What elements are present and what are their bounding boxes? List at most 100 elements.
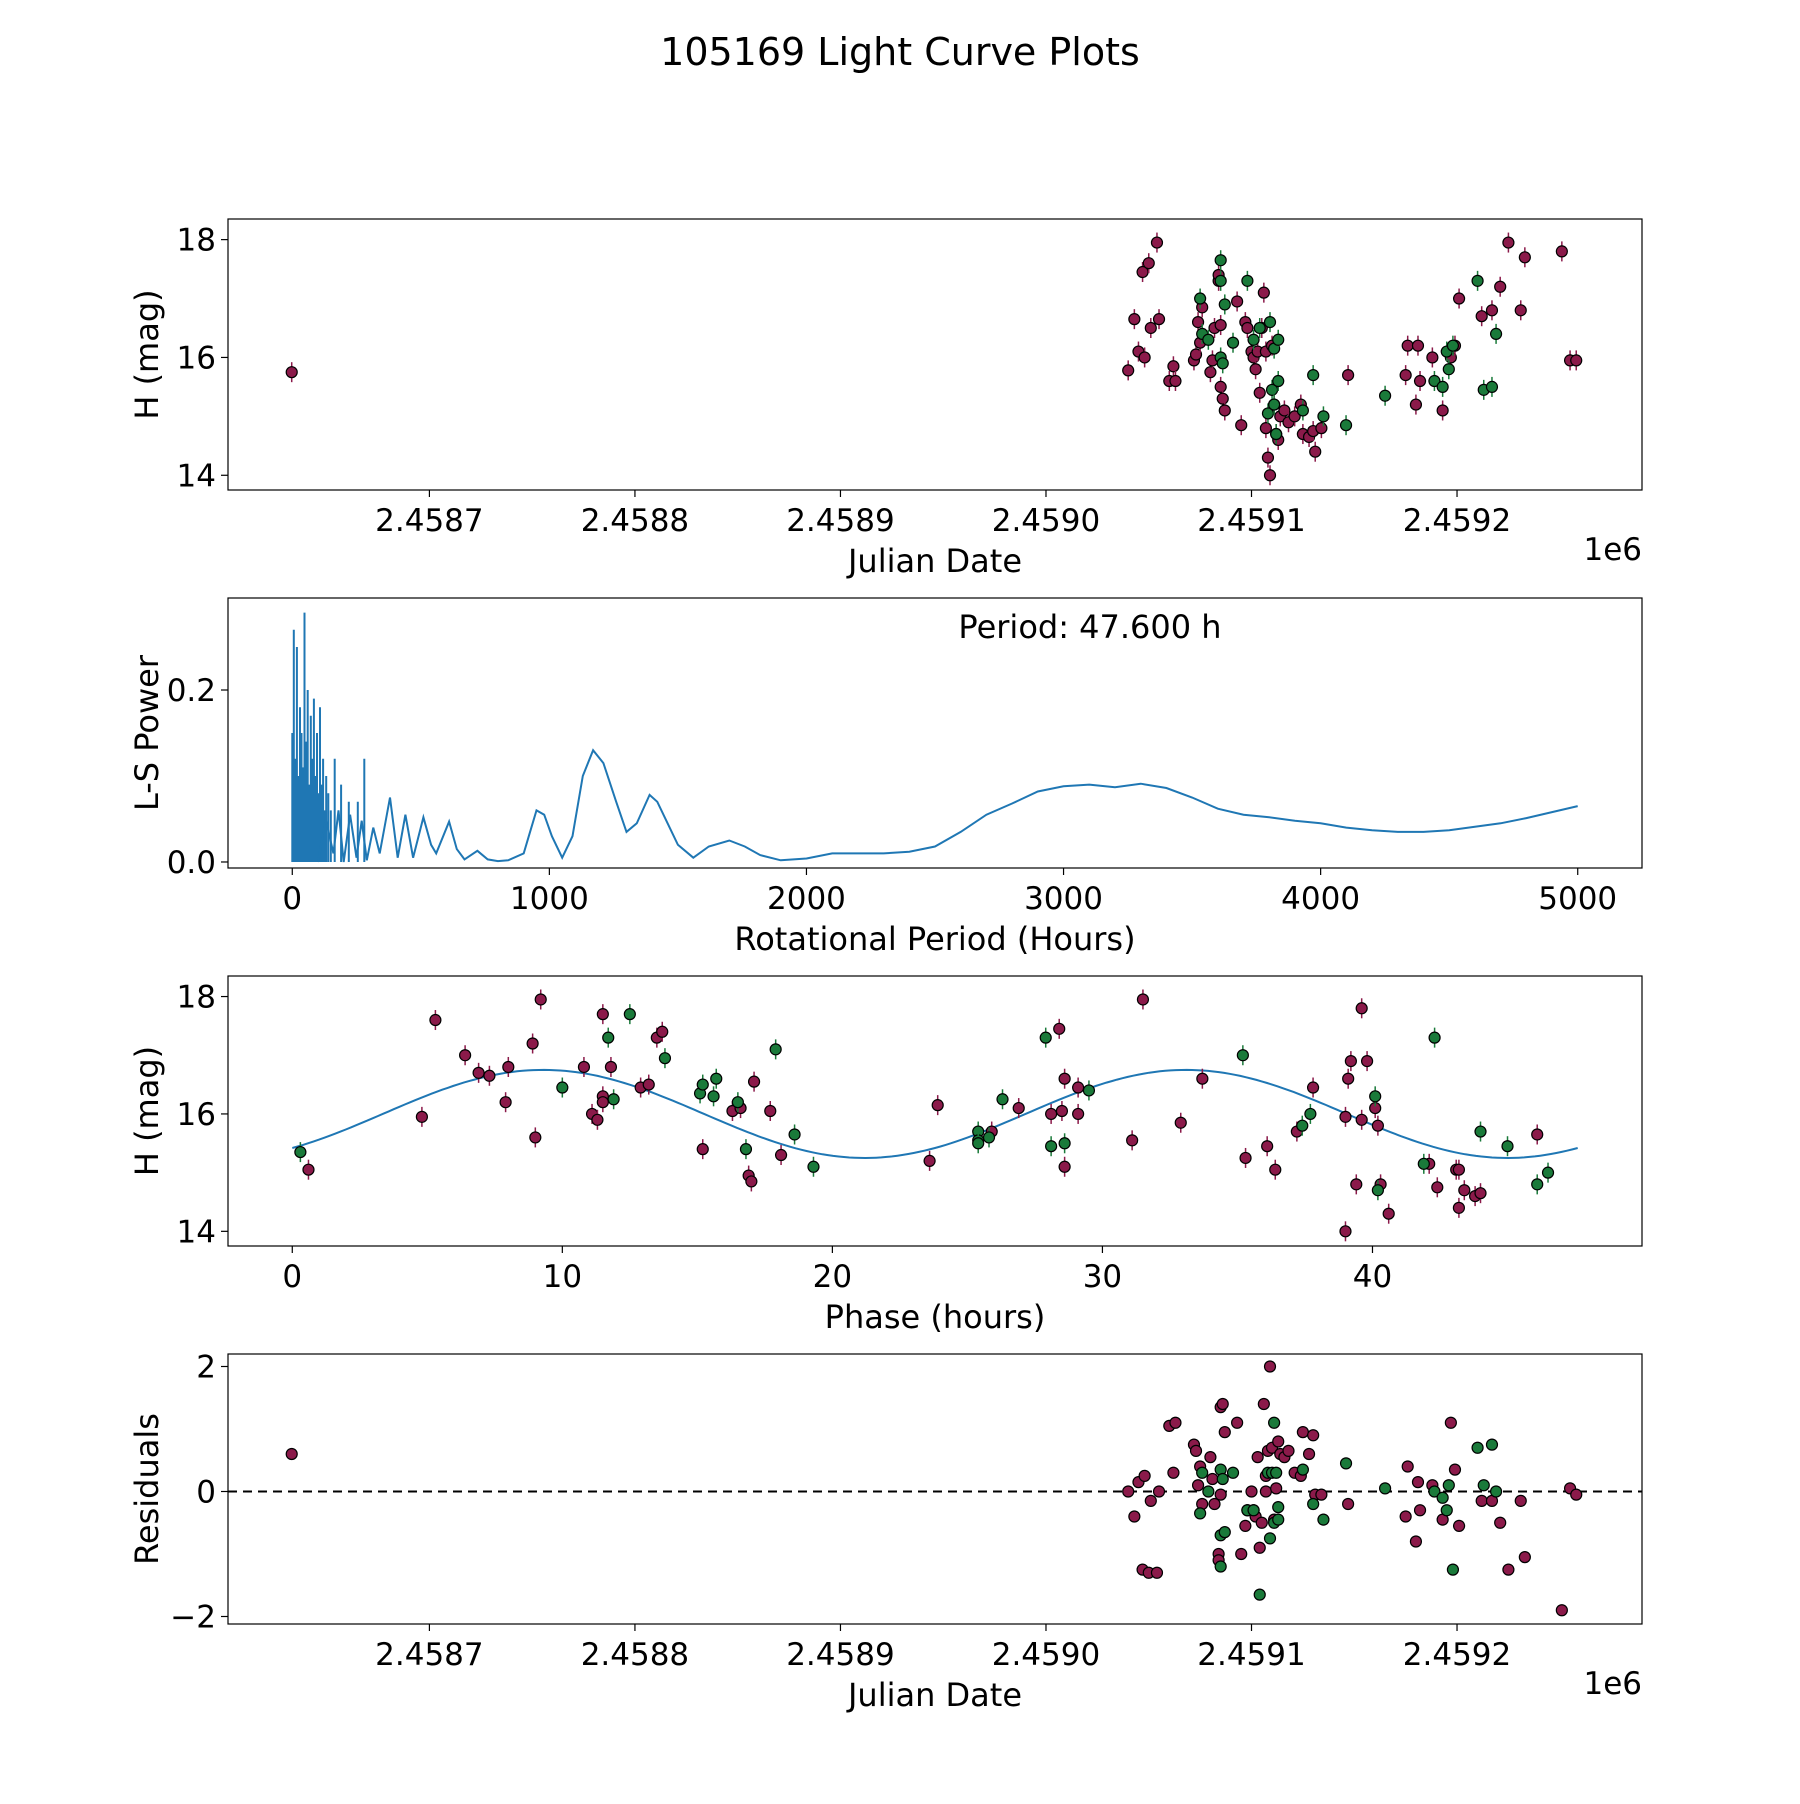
phase-point <box>1350 1178 1363 1191</box>
residual-point <box>1452 1519 1466 1532</box>
lightcurve-point <box>1204 366 1217 379</box>
phase-point <box>1531 1178 1544 1191</box>
lightcurve-point <box>1485 304 1499 317</box>
phase-point <box>739 1143 753 1156</box>
residual-point <box>1448 1463 1462 1476</box>
plot3-xtick-label: 10 <box>543 1259 582 1295</box>
residual-point <box>1251 1451 1264 1464</box>
residual-point <box>1270 1482 1283 1495</box>
lightcurve-point <box>1278 404 1291 417</box>
phase-point <box>1452 1201 1466 1214</box>
phase-point <box>1541 1166 1555 1179</box>
residual-point <box>1202 1485 1215 1498</box>
lightcurve-point <box>1152 313 1166 326</box>
lightcurve-point <box>1253 321 1266 335</box>
residual-point <box>1216 1397 1229 1411</box>
phase-point <box>1058 1160 1071 1173</box>
phase-point <box>529 1131 542 1144</box>
phase-point <box>1431 1181 1444 1194</box>
plot1-xtick-label: 2.4592 <box>1403 503 1511 539</box>
phase-point <box>764 1104 777 1118</box>
residual-point <box>1239 1519 1252 1532</box>
residual-point <box>1272 1501 1285 1514</box>
phase-point <box>923 1154 936 1167</box>
lightcurve-point <box>1518 251 1531 264</box>
lightcurve-point <box>1189 348 1203 361</box>
plot3-xtick-label: 40 <box>1353 1259 1392 1295</box>
lightcurve-point <box>1296 404 1309 417</box>
plot4-xtick-label: 2.4592 <box>1403 1637 1511 1673</box>
residual-point <box>1263 1532 1277 1545</box>
lightcurve-point <box>1138 351 1151 364</box>
phase-point <box>1055 1104 1069 1118</box>
phase-point <box>623 1008 636 1021</box>
residual-point <box>1442 1479 1455 1492</box>
lightcurve-point <box>1214 380 1227 394</box>
residual-point <box>1128 1510 1141 1523</box>
lightcurve-point <box>1241 274 1254 287</box>
residual-point <box>1257 1397 1270 1411</box>
lightcurve-point <box>1272 374 1285 388</box>
residual-point <box>1255 1516 1268 1529</box>
plot1-frame <box>227 218 1643 491</box>
phase-point <box>1058 1072 1071 1085</box>
phase-point <box>602 1031 615 1044</box>
lightcurve-point <box>1399 369 1412 382</box>
residual-point <box>1502 1563 1515 1576</box>
residual-point <box>1436 1491 1449 1504</box>
plot3-ylabel: H (mag) <box>128 1046 166 1176</box>
lightcurve-point <box>1202 333 1215 346</box>
phase-point <box>499 1096 512 1109</box>
phase-point <box>1072 1107 1085 1121</box>
residual-point <box>1253 1588 1266 1601</box>
phase-point <box>534 993 547 1006</box>
lightcurve-point <box>1475 310 1488 323</box>
phase-point <box>710 1072 723 1085</box>
residual-point <box>1247 1504 1260 1517</box>
lightcurve-point <box>1261 451 1275 464</box>
lightcurve-point <box>1502 236 1515 249</box>
phase-point <box>1039 1031 1052 1044</box>
plot4-frame <box>227 1353 1643 1625</box>
residual-point <box>1122 1485 1135 1498</box>
plot4-xtick-label: 2.4591 <box>1197 1637 1305 1673</box>
lightcurve-point <box>1514 304 1527 317</box>
residual-point <box>1263 1360 1277 1373</box>
lightcurve-point <box>1272 333 1285 346</box>
residual-point <box>1342 1497 1355 1511</box>
residual-point <box>1218 1526 1231 1539</box>
lightcurve-point <box>1409 398 1423 411</box>
lightcurve-point <box>1216 392 1229 405</box>
lightcurve-point <box>1378 389 1392 402</box>
phase-point <box>1474 1125 1487 1138</box>
phase-point <box>1174 1116 1187 1129</box>
lightcurve-point <box>1339 419 1353 432</box>
residual-point <box>1411 1476 1425 1489</box>
plot2-frame <box>227 597 1643 869</box>
phase-point <box>1371 1119 1384 1132</box>
phase-point <box>1136 993 1150 1006</box>
phase-point <box>1045 1107 1058 1121</box>
plot2-xtick-label: 5000 <box>1538 881 1617 917</box>
plot2-ylabel: L-S Power <box>128 654 166 811</box>
residual-point <box>1253 1541 1266 1554</box>
phase-point <box>731 1096 744 1109</box>
residual-point <box>1296 1463 1309 1476</box>
residual-point <box>1235 1547 1248 1561</box>
lightcurve-point <box>1315 422 1328 435</box>
plot2-ytick-label: 0.2 <box>167 673 216 709</box>
phase-point <box>1371 1184 1384 1197</box>
plot3-xtick-label: 0 <box>282 1259 302 1295</box>
lightcurve-point <box>285 366 298 379</box>
residual-point <box>1231 1416 1244 1429</box>
residual-point <box>1150 1566 1164 1579</box>
residual-point <box>1138 1469 1151 1482</box>
residual-point <box>1307 1429 1320 1442</box>
residual-point <box>1444 1416 1457 1429</box>
lightcurve-point <box>1253 386 1266 399</box>
phase-point <box>1269 1163 1282 1176</box>
phase-point <box>1296 1119 1309 1132</box>
lightcurve-point <box>1411 339 1425 352</box>
phase-point <box>607 1093 620 1106</box>
phase-point <box>429 1013 442 1027</box>
